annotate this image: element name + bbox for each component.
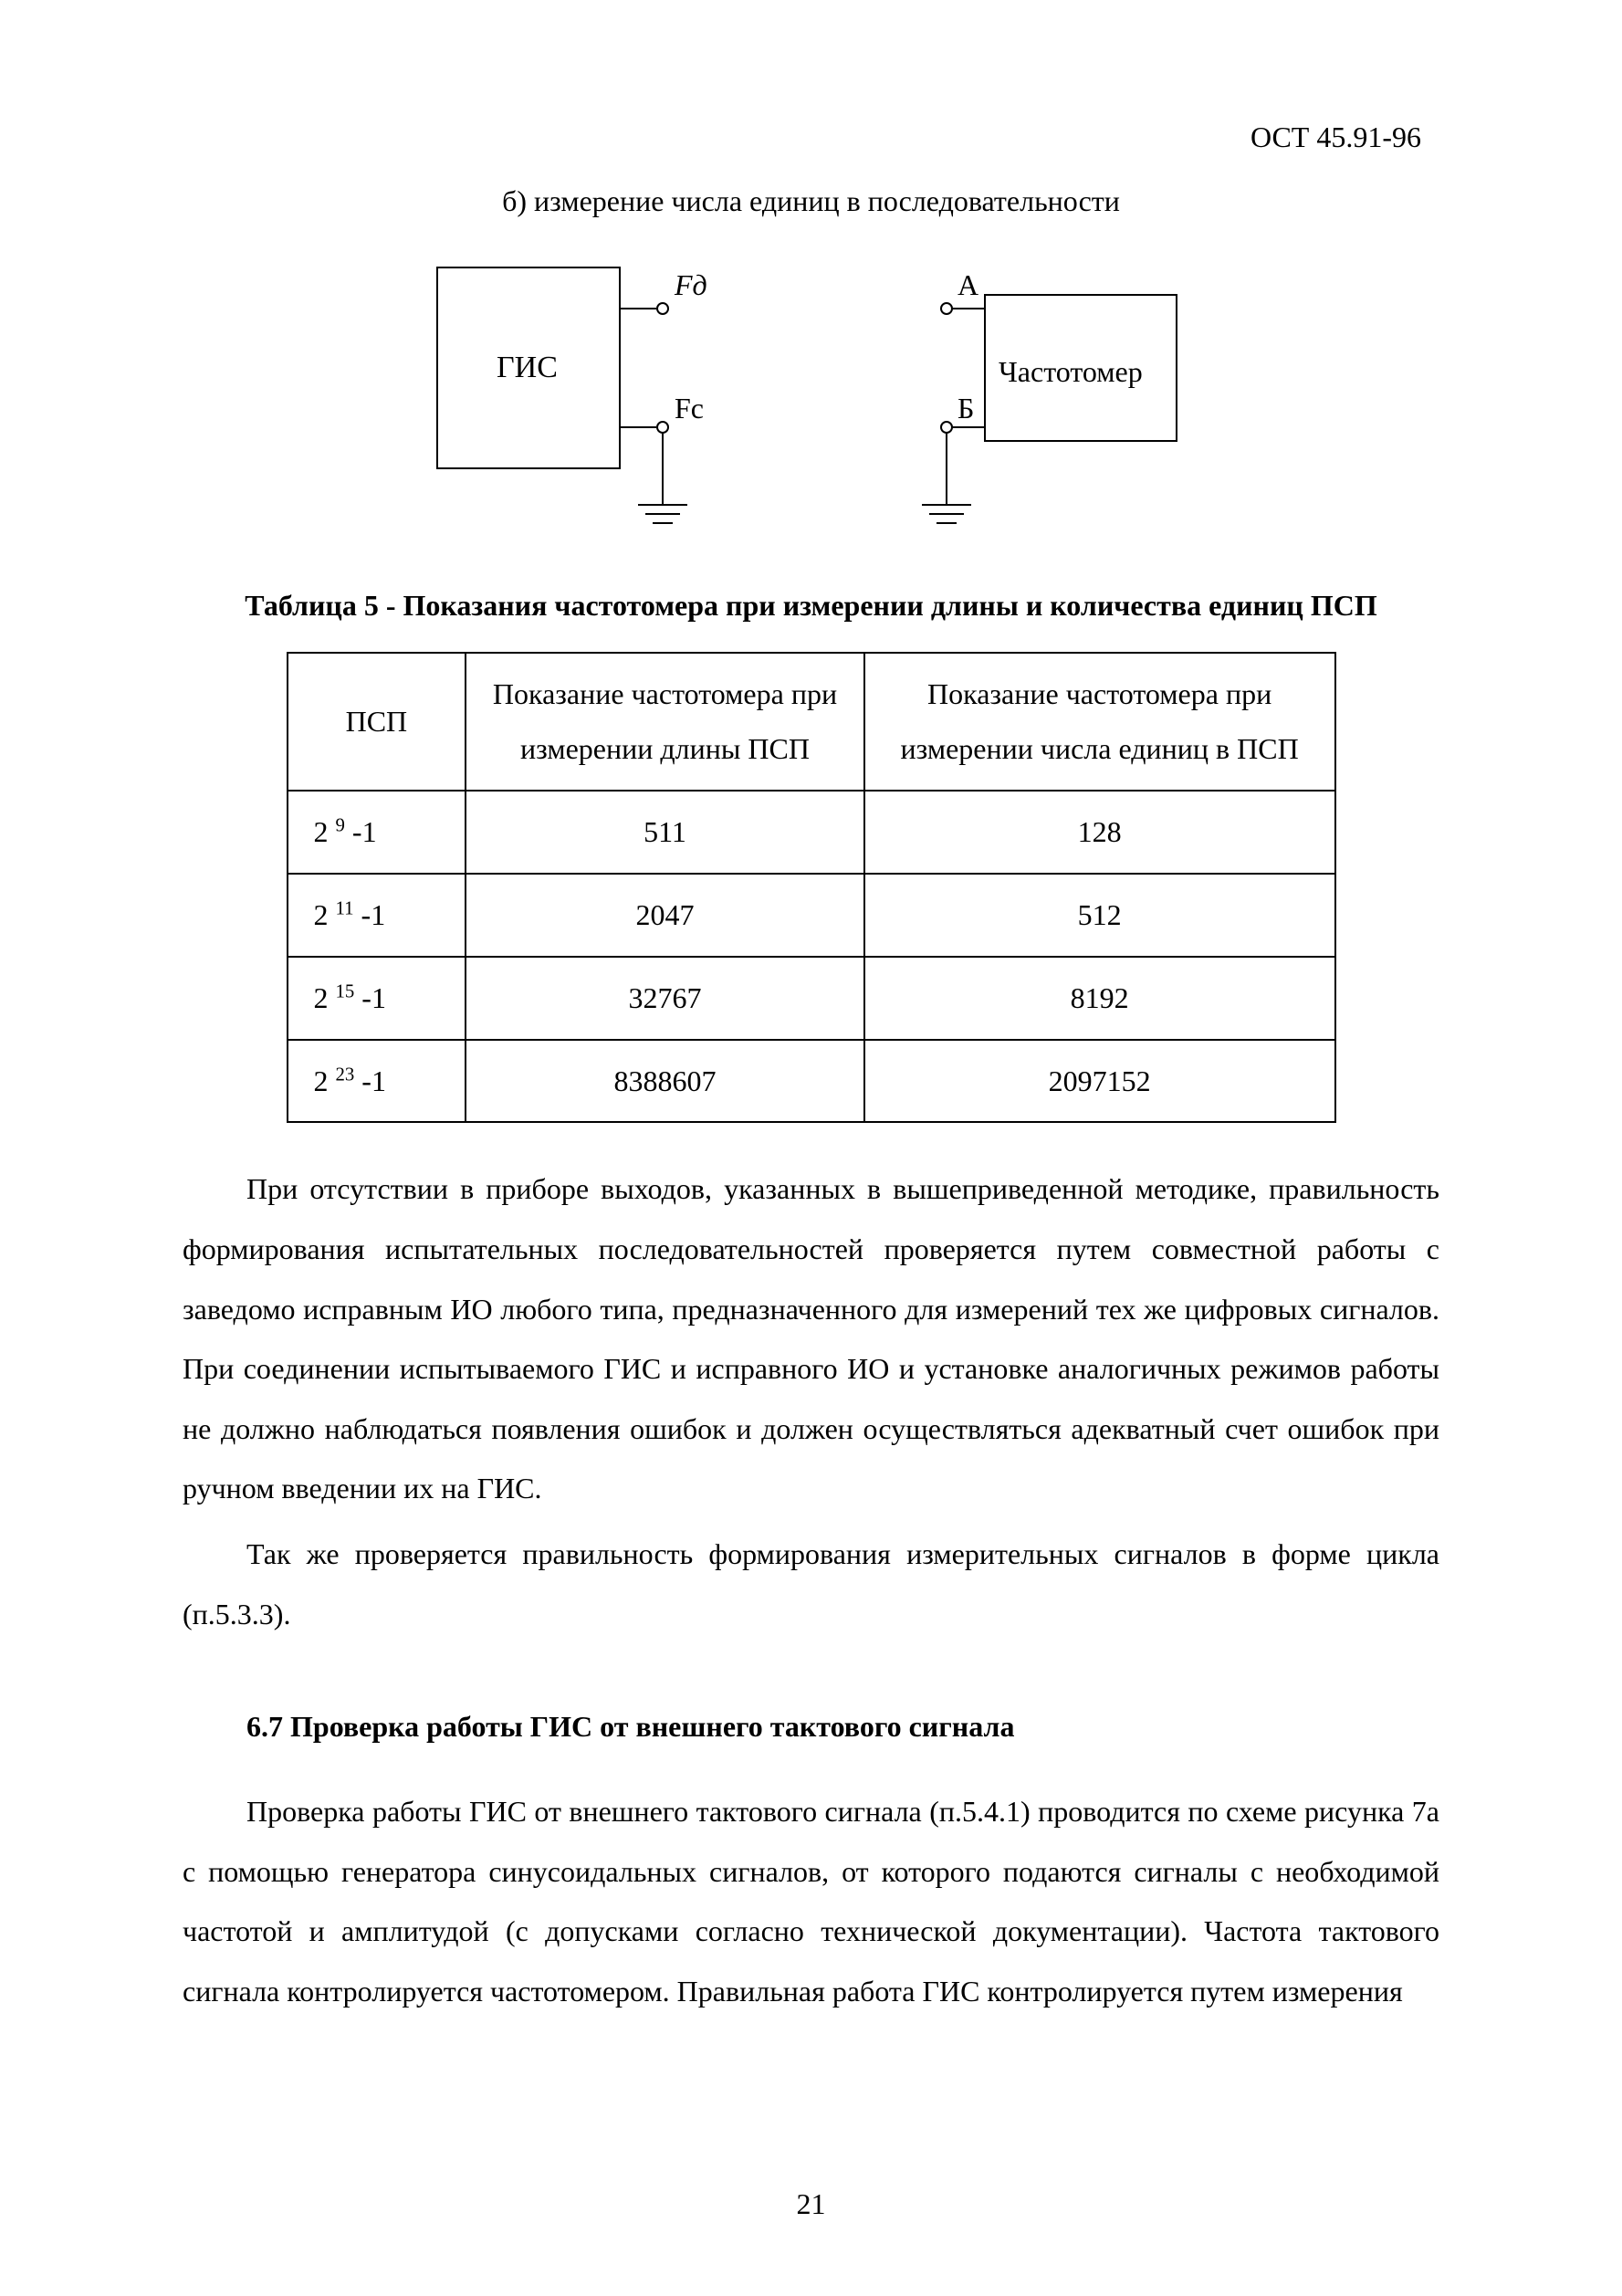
table-row: 2 23 -1 8388607 2097152 [288,1040,1335,1123]
diagram-box-left-label: ГИС [497,351,558,384]
document-id: ОСТ 45.91-96 [1251,110,1421,165]
table-cell: 32767 [466,957,864,1040]
table-5: ПСП Показание частотомера при измерении … [287,652,1336,1124]
diagram-port-b: Б [958,392,974,425]
paragraph: При отсутствии в приборе выходов, указан… [183,1159,1439,1519]
table-header-row: ПСП Показание частотомера при измерении … [288,653,1335,792]
table-row: 2 11 -1 2047 512 [288,874,1335,957]
figure-caption-b: б) измерение числа единиц в последовател… [183,173,1439,229]
table-cell: 512 [864,874,1335,957]
table-cell: 128 [864,791,1335,874]
table-cell: 8192 [864,957,1335,1040]
paragraph: Проверка работы ГИС от внешнего тактовог… [183,1782,1439,2021]
table-cell: 8388607 [466,1040,864,1123]
paragraph: Так же проверяется правильность формиров… [183,1525,1439,1644]
table-caption: Таблица 5 - Показания частотомера при из… [183,578,1439,634]
table-row: 2 15 -1 32767 8192 [288,957,1335,1040]
diagram-container: ГИС Частотомер Fд А Fc Б [183,240,1439,541]
table-cell-psp: 2 23 -1 [288,1040,466,1123]
diagram-port-a: А [958,268,978,301]
block-diagram: ГИС Частотомер Fд А Fc Б [401,240,1222,541]
page: ОСТ 45.91-96 б) измерение числа единиц в… [0,0,1622,2296]
diagram-port-fc: Fc [675,392,704,425]
table-cell-psp: 2 15 -1 [288,957,466,1040]
table-cell: 511 [466,791,864,874]
diagram-box-right-label: Частотомер [999,355,1143,388]
table-header-psp: ПСП [288,653,466,792]
section-heading-6-7: 6.7 Проверка работы ГИС от внешнего такт… [183,1699,1439,1755]
table-cell-psp: 2 9 -1 [288,791,466,874]
table-cell: 2097152 [864,1040,1335,1123]
table-cell-psp: 2 11 -1 [288,874,466,957]
table-header-units: Показание частотомера при измерении числ… [864,653,1335,792]
page-number: 21 [0,2176,1622,2232]
table-cell: 2047 [466,874,864,957]
table-row: 2 9 -1 511 128 [288,791,1335,874]
diagram-port-fd: Fд [674,268,707,301]
table-header-length: Показание частотомера при измерении длин… [466,653,864,792]
